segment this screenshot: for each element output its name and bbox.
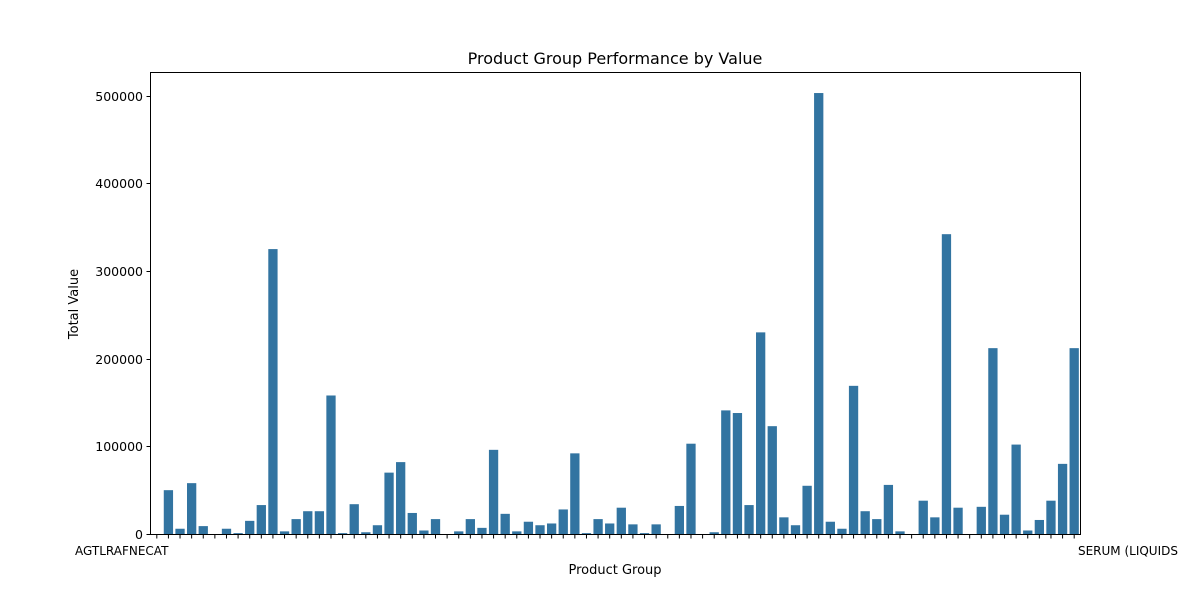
y-axis-label: Total Value xyxy=(67,269,82,340)
bar xyxy=(616,507,626,534)
bar xyxy=(349,504,359,534)
plot-frame xyxy=(150,72,1081,535)
bar xyxy=(430,519,441,534)
bar xyxy=(558,509,568,534)
bar xyxy=(291,519,301,534)
bar xyxy=(233,533,243,534)
bar xyxy=(837,528,847,534)
x-tick-label-first: AGTLRAFNECAT xyxy=(75,544,169,558)
bar xyxy=(326,395,336,534)
bar xyxy=(523,521,534,534)
bar xyxy=(175,528,185,534)
bar xyxy=(372,525,383,534)
bar xyxy=(814,93,824,534)
bar xyxy=(639,533,650,534)
bar xyxy=(721,410,731,534)
bar xyxy=(361,532,371,534)
bar xyxy=(546,523,557,534)
chart-title: Product Group Performance by Value xyxy=(468,49,763,68)
bar xyxy=(163,490,174,534)
bar xyxy=(674,505,685,534)
bar xyxy=(396,462,406,534)
bar xyxy=(419,530,429,534)
bar xyxy=(883,484,894,534)
y-tick-label: 100000 xyxy=(95,439,143,454)
bar xyxy=(570,453,580,534)
bar xyxy=(245,520,255,534)
bar xyxy=(500,513,510,534)
bar xyxy=(1023,530,1033,534)
y-tick-label: 200000 xyxy=(95,352,143,367)
x-axis-label: Product Group xyxy=(568,563,661,578)
bar xyxy=(407,512,417,534)
bar xyxy=(1046,500,1056,534)
bar xyxy=(767,426,777,534)
bar xyxy=(187,483,197,534)
y-tick-label: 0 xyxy=(135,527,143,542)
bar xyxy=(732,413,743,534)
y-axis: 0 100000 200000 300000 400000 500000 xyxy=(95,89,151,542)
bar xyxy=(465,519,475,534)
y-tick-label: 300000 xyxy=(95,264,143,279)
bar xyxy=(256,505,266,534)
bar xyxy=(825,521,835,534)
bar xyxy=(477,527,487,534)
bar xyxy=(988,348,998,534)
x-tick-label-last: SERUM (LIQUIDS xyxy=(1078,544,1178,558)
bar xyxy=(918,500,928,534)
bar xyxy=(1057,463,1068,534)
bar xyxy=(941,234,952,534)
bar xyxy=(221,528,232,534)
y-tick-label: 500000 xyxy=(95,89,143,104)
bar xyxy=(605,523,615,534)
bar xyxy=(198,526,208,534)
bar xyxy=(1069,348,1079,534)
bar xyxy=(953,507,963,534)
bar xyxy=(686,443,696,534)
x-axis xyxy=(156,534,1075,539)
bar xyxy=(512,531,522,534)
bar xyxy=(999,514,1010,534)
bar xyxy=(593,519,603,534)
bars-group xyxy=(163,93,1079,534)
bar xyxy=(535,525,545,534)
bar xyxy=(279,531,290,534)
bar xyxy=(756,332,766,534)
bar xyxy=(488,449,499,534)
bar xyxy=(628,524,638,534)
bar xyxy=(337,533,348,534)
bar xyxy=(779,517,789,534)
bar xyxy=(709,532,719,534)
bar xyxy=(860,511,870,534)
bar xyxy=(1011,444,1021,534)
bar xyxy=(454,531,464,534)
bar xyxy=(872,519,882,534)
bar xyxy=(268,249,278,534)
bar xyxy=(802,485,812,534)
bar xyxy=(976,506,986,534)
bar xyxy=(384,472,394,534)
bar xyxy=(744,505,754,534)
bar xyxy=(1034,519,1044,534)
y-tick-label: 400000 xyxy=(95,176,143,191)
bar xyxy=(651,524,661,534)
bar xyxy=(303,511,313,534)
bar xyxy=(895,531,905,534)
bar xyxy=(930,517,940,534)
bar xyxy=(848,385,859,534)
bar xyxy=(314,511,325,534)
bar xyxy=(581,533,592,534)
bar xyxy=(790,525,801,534)
